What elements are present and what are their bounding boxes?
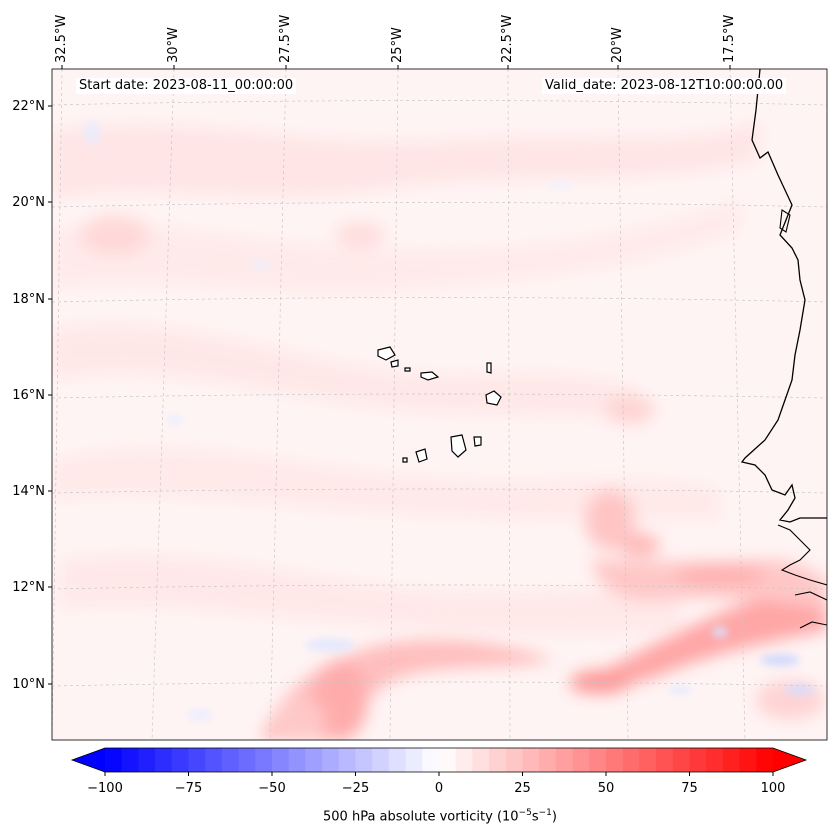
colorbar-segment: [405, 748, 423, 772]
colorbar-segment: [388, 748, 407, 772]
lon-label-32-5w: 32.5°W: [54, 14, 69, 63]
colorbar-segment: [706, 748, 724, 772]
colorbar-segment: [606, 748, 624, 772]
colorbar-tick-label: 0: [434, 781, 444, 796]
colorbar-segment: [505, 748, 523, 772]
map-frame: [51, 68, 828, 741]
colorbar-segment: [105, 748, 123, 772]
west-africa-coastline: [740, 69, 827, 523]
lat-label-20n: 20°N: [12, 195, 45, 210]
colorbar-segment: [288, 748, 306, 772]
colorbar-segment: [322, 748, 340, 772]
colorbar-label-close: ): [551, 809, 557, 825]
colorbar-segment: [255, 748, 273, 772]
colorbar-segment: [138, 748, 156, 772]
colorbar-tick-label: −75: [174, 781, 203, 796]
lat-label-16n: 16°N: [12, 388, 45, 403]
colorbar: [70, 747, 808, 776]
colorbar-segment: [439, 748, 457, 772]
colorbar-tick-label: 75: [681, 781, 698, 796]
lon-label-20w: 20°W: [610, 27, 625, 63]
colorbar-segment: [722, 748, 741, 772]
colorbar-segment: [188, 748, 206, 772]
colorbar-segment: [305, 748, 323, 772]
lat-label-18n: 18°N: [12, 292, 45, 307]
lat-label-12n: 12°N: [12, 580, 45, 595]
colorbar-segment: [422, 748, 440, 772]
map-gridlines: [52, 69, 827, 740]
colorbar-segment: [472, 748, 490, 772]
colorbar-segment: [522, 748, 540, 772]
colorbar-segment: [689, 748, 707, 772]
colorbar-segment: [121, 748, 139, 772]
colorbar-segment: [572, 748, 590, 772]
colorbar-segment: [639, 748, 657, 772]
colorbar-segment: [238, 748, 256, 772]
colorbar-extend-min: [72, 748, 105, 772]
colorbar-segment: [355, 748, 373, 772]
colorbar-segment: [656, 748, 674, 772]
colorbar-segment: [205, 748, 223, 772]
lon-label-22-5w: 22.5°W: [500, 14, 515, 63]
colorbar-tick-label: 25: [514, 781, 531, 796]
lon-label-27-5w: 27.5°W: [278, 14, 293, 63]
colorbar-label: 500 hPa absolute vorticity (10−5s−1): [323, 808, 557, 824]
lon-label-17-5w: 17.5°W: [722, 14, 737, 63]
colorbar-label-text: 500 hPa absolute vorticity (10: [323, 809, 519, 825]
colorbar-tick-label: 100: [760, 781, 786, 796]
colorbar-segment: [739, 748, 757, 772]
colorbar-segment: [489, 748, 507, 772]
valid-date-label: Valid_date: 2023-08-12T10:00:00.00: [542, 78, 787, 94]
colorbar-segment: [555, 748, 574, 772]
colorbar-tick-label: 50: [597, 781, 615, 796]
lat-ticks: [48, 105, 52, 685]
lat-label-10n: 10°N: [12, 677, 45, 692]
colorbar-segment: [221, 748, 240, 772]
lat-label-22n: 22°N: [12, 99, 45, 114]
colorbar-segment: [589, 748, 607, 772]
vorticity-field: [52, 69, 827, 740]
cape-verde-islands: [377, 346, 502, 463]
colorbar-label-exponent: −1: [538, 808, 552, 818]
colorbar-tick-label: −50: [258, 781, 286, 796]
colorbar-segment: [455, 748, 473, 772]
colorbar-segment: [539, 748, 557, 772]
colorbar-segment: [756, 748, 774, 772]
colorbar-segment: [155, 748, 173, 772]
colorbar-segment: [672, 748, 690, 772]
colorbar-label-exponent: −5: [518, 808, 532, 818]
colorbar-segment: [622, 748, 640, 772]
colorbar-segment: [338, 748, 356, 772]
colorbar-segment: [272, 748, 290, 772]
colorbar-extend-max: [773, 748, 806, 772]
colorbar-tick-label: −25: [341, 781, 370, 796]
lon-label-30w: 30°W: [166, 27, 181, 63]
colorbar-segment: [171, 748, 189, 772]
lon-label-25w: 25°W: [390, 27, 405, 63]
colorbar-label-unit: s: [531, 809, 539, 825]
colorbar-tick-label: −100: [87, 781, 123, 796]
colorbar-ticks: [104, 772, 774, 776]
colorbar-segment: [372, 748, 390, 772]
lon-ticks: [61, 65, 731, 69]
start-date-label: Start date: 2023-08-11_00:00:00: [76, 78, 297, 94]
lat-label-14n: 14°N: [12, 484, 45, 499]
colorbar-segments: [105, 748, 774, 772]
